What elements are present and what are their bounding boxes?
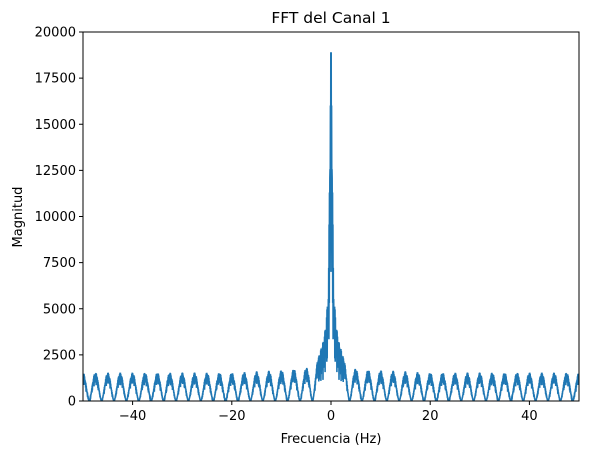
y-axis-title: Magnitud bbox=[11, 187, 26, 248]
plot-area bbox=[83, 52, 579, 401]
x-axis-title: Frecuencia (Hz) bbox=[281, 432, 382, 447]
x-tick-label: 0 bbox=[327, 409, 335, 424]
y-tick-label: 10000 bbox=[35, 210, 76, 225]
y-tick-label: 15000 bbox=[35, 118, 76, 133]
plot-frame bbox=[82, 31, 580, 402]
y-tick-label: 12500 bbox=[35, 164, 76, 179]
x-tick-label: 40 bbox=[521, 409, 538, 424]
y-tick-label: 20000 bbox=[35, 26, 76, 41]
y-axis-ticks: 0 2500 5000 7500 10000 12500 15000 17500 20000 bbox=[35, 26, 83, 410]
x-tick-label: −40 bbox=[119, 409, 146, 424]
x-tick-label: 20 bbox=[422, 409, 439, 424]
chart-title: FFT del Canal 1 bbox=[271, 9, 390, 27]
x-tick-label: −20 bbox=[218, 409, 245, 424]
y-tick-label: 7500 bbox=[43, 256, 76, 271]
x-axis-ticks: −40 −20 0 20 40 bbox=[119, 401, 538, 424]
y-tick-label: 0 bbox=[68, 395, 76, 410]
y-tick-label: 5000 bbox=[43, 302, 76, 317]
y-tick-label: 17500 bbox=[35, 72, 76, 87]
fft-magnitude-line bbox=[83, 52, 579, 401]
y-tick-label: 2500 bbox=[43, 348, 76, 363]
